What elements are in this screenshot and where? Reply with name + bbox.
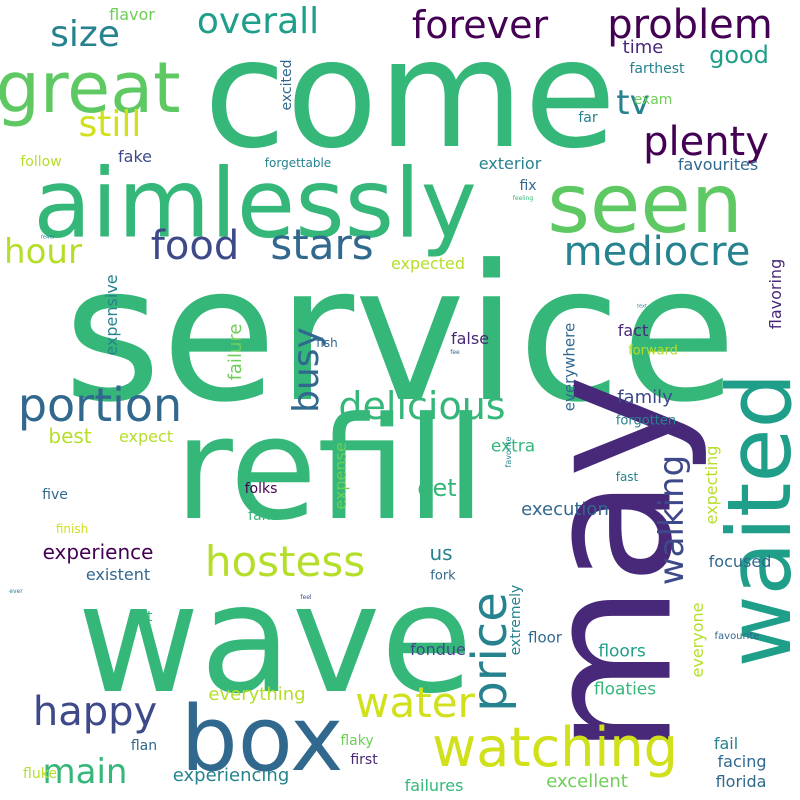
word-false: false: [450, 329, 490, 348]
word-favourite: favourite: [714, 631, 760, 642]
word-failures: failures: [404, 776, 464, 795]
word-problem: problem: [607, 2, 773, 48]
word-execution: execution: [521, 499, 609, 520]
word-floors: floors: [598, 641, 646, 662]
word-best: best: [48, 424, 92, 448]
word-still: still: [78, 104, 142, 145]
word-time: time: [622, 37, 664, 58]
word-expected: expected: [390, 254, 466, 273]
word-existent: existent: [85, 565, 151, 584]
word-waited: waited: [708, 372, 800, 668]
word-fact: fact: [617, 321, 649, 340]
word-forward: forward: [628, 343, 678, 359]
word-experiencing: experiencing: [172, 765, 290, 786]
word-exterior: exterior: [478, 154, 542, 173]
word-forgotten: forgotten: [615, 413, 677, 429]
word-forever: forever: [411, 3, 549, 47]
word-refill: refill: [174, 387, 486, 552]
word-portion: portion: [17, 378, 183, 432]
word-extra: extra: [490, 436, 536, 457]
word-text: text: [637, 303, 647, 310]
word-service: service: [63, 225, 737, 444]
word-good: good: [709, 41, 769, 69]
word-walking: walking: [652, 454, 692, 586]
word-fans: fans: [248, 508, 278, 524]
word-fork: fork: [430, 568, 456, 584]
word-fewer: fewer: [40, 234, 56, 241]
word-felt: felt: [129, 609, 153, 625]
word-box: box: [180, 687, 344, 792]
word-wave: wave: [77, 553, 473, 727]
word-family: family: [617, 387, 673, 408]
word-exam: exam: [633, 92, 673, 108]
word-plenty: plenty: [643, 119, 769, 165]
word-facing: facing: [717, 752, 767, 771]
word-fail: fail: [713, 734, 739, 753]
word-fake: fake: [118, 147, 152, 166]
word-everything: everything: [208, 684, 306, 705]
word-delicious: delicious: [338, 384, 506, 428]
word-fix: fix: [519, 178, 537, 194]
word-floor: floor: [528, 628, 562, 647]
word-forgettable: forgettable: [264, 156, 332, 170]
word-florida: florida: [715, 772, 767, 791]
word-flan: flan: [130, 738, 158, 754]
word-fluke: fluke: [23, 766, 57, 782]
word-feel: feel: [300, 594, 312, 601]
word-expense: expense: [331, 442, 350, 510]
word-experience: experience: [42, 540, 154, 564]
word-us: us: [429, 541, 453, 565]
word-fish: fish: [316, 336, 338, 350]
word-aimlessly: aimlessly: [33, 149, 477, 260]
word-fee: fee: [450, 349, 460, 356]
word-floaties: floaties: [593, 679, 657, 700]
word-overall: overall: [196, 1, 320, 42]
word-excited: excited: [279, 59, 295, 111]
word-expensive: expensive: [102, 274, 121, 356]
word-come: come: [203, 8, 617, 182]
word-excellent: excellent: [546, 771, 628, 792]
word-favorite: favorite: [504, 436, 513, 468]
word-focused: focused: [708, 552, 772, 571]
word-favourites: favourites: [677, 155, 759, 174]
word-flavor: flavor: [109, 5, 155, 24]
word-everywhere: everywhere: [560, 322, 579, 412]
word-ever: ever: [9, 588, 23, 595]
word-extremely: extremely: [508, 584, 524, 656]
word-size: size: [50, 14, 120, 55]
word-follow: follow: [20, 154, 62, 170]
word-fondue: fondue: [410, 640, 466, 659]
word-finish: finish: [55, 522, 89, 536]
word-mediocre: mediocre: [563, 229, 751, 275]
word-stars: stars: [270, 220, 374, 269]
word-far: far: [578, 110, 598, 126]
word-hostess: hostess: [204, 537, 366, 586]
word-watching: watching: [432, 716, 678, 779]
word-everyone: everyone: [688, 602, 707, 678]
word-get: get: [417, 474, 457, 502]
word-farthest: farthest: [629, 61, 685, 77]
word-great: great: [0, 47, 181, 129]
word-folks: folks: [244, 481, 278, 497]
word-failure: failure: [225, 323, 246, 381]
word-water: water: [355, 678, 475, 727]
word-five: five: [42, 487, 68, 503]
word-flaky: flaky: [340, 733, 374, 749]
word-expecting: expecting: [702, 445, 721, 525]
word-fast: fast: [615, 470, 639, 484]
word-tv: tv: [616, 83, 650, 123]
word-flavoring: flavoring: [766, 258, 785, 330]
word-first: first: [350, 752, 378, 768]
word-hour: hour: [4, 232, 82, 272]
word-feeling: feeling: [512, 195, 534, 202]
word-main: main: [42, 752, 128, 792]
word-expect: expect: [118, 427, 174, 446]
word-food: food: [150, 223, 240, 269]
word-happy: happy: [32, 689, 158, 735]
word-seen: seen: [547, 157, 743, 252]
